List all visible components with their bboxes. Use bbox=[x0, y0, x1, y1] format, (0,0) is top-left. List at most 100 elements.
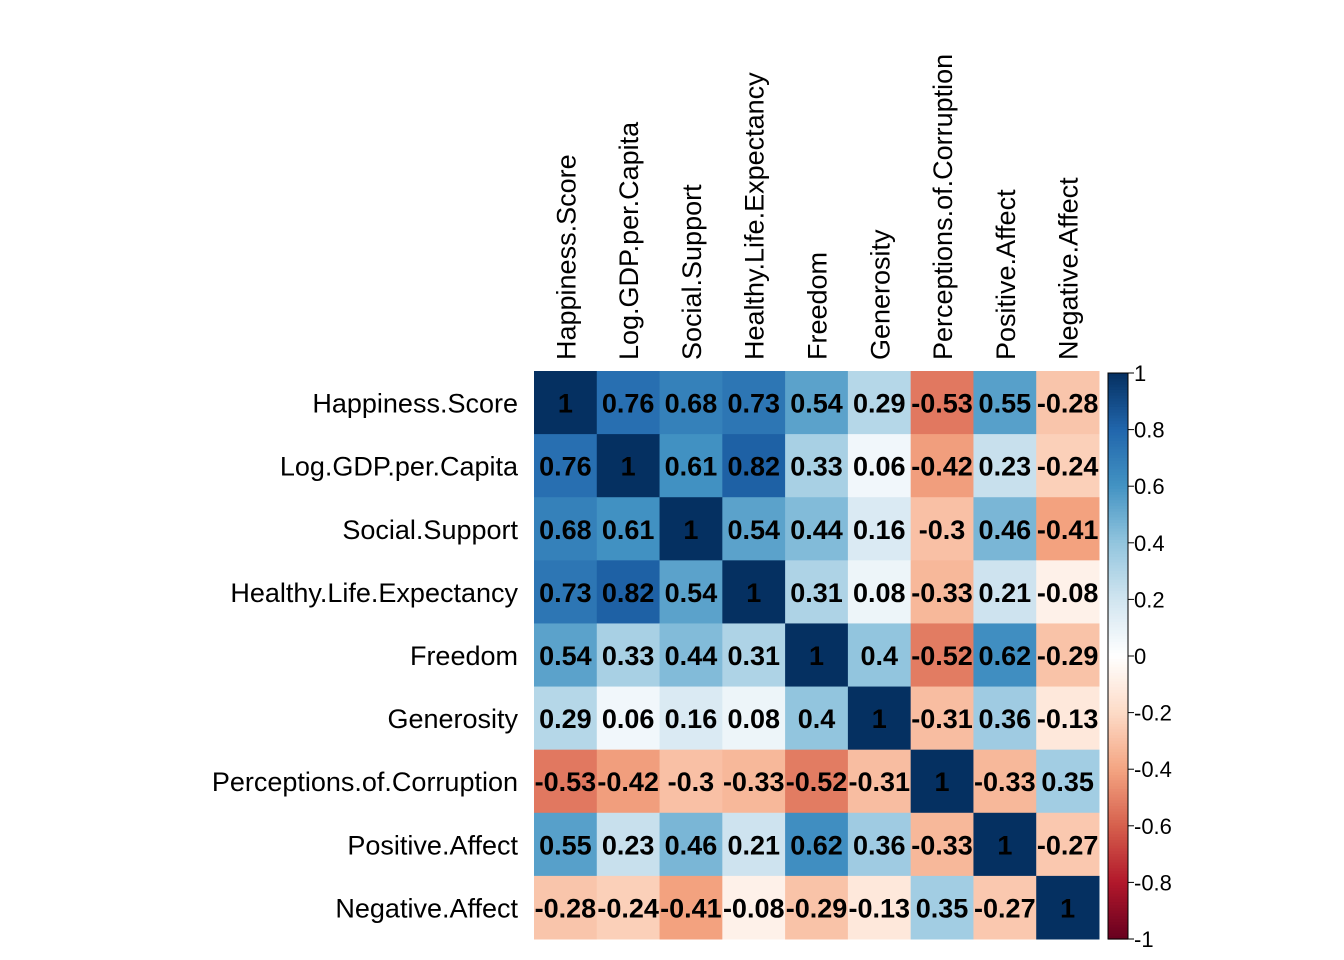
heatmap-cell bbox=[1036, 560, 1100, 624]
cell-value-label: 0.08 bbox=[853, 578, 906, 608]
heatmap-cell bbox=[1036, 686, 1100, 751]
cell-value-label: 0.76 bbox=[539, 452, 592, 482]
cell-value-label: -0.53 bbox=[911, 389, 973, 419]
legend-color-step bbox=[1108, 457, 1128, 462]
legend-color-step bbox=[1108, 848, 1128, 852]
cell-value-label: 0.62 bbox=[790, 830, 843, 860]
legend-color-step bbox=[1108, 421, 1128, 425]
cell-value-label: 1 bbox=[872, 704, 887, 734]
legend-color-step bbox=[1108, 746, 1128, 750]
legend-color-step bbox=[1108, 384, 1128, 388]
cell-value-label: 0.68 bbox=[539, 515, 592, 545]
cell-value-label: 0.54 bbox=[790, 389, 843, 419]
heatmap-cell bbox=[910, 497, 974, 561]
cell-value-label: -0.41 bbox=[660, 893, 722, 923]
legend-color-step bbox=[1108, 664, 1128, 668]
heatmap-cell bbox=[659, 686, 723, 751]
legend-color-step bbox=[1108, 704, 1128, 708]
legend-color-step bbox=[1108, 389, 1128, 394]
legend-color-step bbox=[1108, 763, 1128, 767]
legend-tick-label: 0.2 bbox=[1134, 587, 1165, 612]
legend-color-step bbox=[1108, 862, 1128, 867]
row-label: Positive.Affect bbox=[347, 830, 518, 860]
legend-color-step bbox=[1108, 508, 1128, 513]
cell-value-label: -0.13 bbox=[1037, 704, 1099, 734]
legend-color-step bbox=[1108, 933, 1128, 937]
cell-value-label: -0.42 bbox=[911, 452, 973, 482]
legend-tick-label: 1 bbox=[1134, 361, 1146, 386]
legend-color-step bbox=[1108, 517, 1128, 521]
legend-color-step bbox=[1108, 706, 1128, 711]
legend-color-step bbox=[1108, 539, 1128, 544]
cell-value-label: -0.31 bbox=[849, 767, 911, 797]
heatmap-cell bbox=[1036, 434, 1100, 498]
legend-color-step bbox=[1108, 647, 1128, 651]
cell-value-label: -0.24 bbox=[1037, 452, 1099, 482]
legend-color-step bbox=[1108, 899, 1128, 903]
row-labels: Happiness.Score Log.GDP.per.Capita Social.… bbox=[212, 389, 519, 924]
row-label: Freedom bbox=[410, 641, 518, 671]
legend-color-step bbox=[1108, 565, 1128, 569]
cell-value-label: 0.82 bbox=[602, 578, 655, 608]
legend-color-step bbox=[1108, 520, 1128, 524]
legend-color-step bbox=[1108, 916, 1128, 920]
legend-tick-label: 0.6 bbox=[1134, 474, 1165, 499]
legend-color-step bbox=[1108, 466, 1128, 470]
cell-value-label: -0.27 bbox=[1037, 830, 1099, 860]
legend-color-step bbox=[1108, 800, 1128, 804]
legend-color-step bbox=[1108, 494, 1128, 499]
legend-color-step bbox=[1108, 885, 1128, 889]
column-label: Negative.Affect bbox=[1054, 177, 1084, 360]
legend-color-step bbox=[1108, 378, 1128, 383]
legend-color-step bbox=[1108, 794, 1128, 799]
legend-color-step bbox=[1108, 542, 1128, 547]
legend-color-step bbox=[1108, 817, 1128, 821]
legend-tick-label: -1 bbox=[1134, 927, 1154, 952]
legend-color-step bbox=[1108, 658, 1128, 663]
legend-color-step bbox=[1108, 678, 1128, 683]
heatmap-cell bbox=[534, 749, 598, 814]
heatmap-cell bbox=[973, 434, 1037, 498]
cell-value-label: 0.44 bbox=[665, 641, 718, 671]
heatmap-cell bbox=[1036, 812, 1100, 877]
legend-color-step bbox=[1108, 684, 1128, 688]
heatmap-cell bbox=[596, 875, 661, 940]
cell-value-label: 1 bbox=[997, 830, 1012, 860]
heatmap-cell bbox=[973, 623, 1037, 688]
legend-color-step bbox=[1108, 409, 1128, 414]
legend-color-step bbox=[1108, 548, 1128, 552]
row-label: Negative.Affect bbox=[335, 893, 518, 923]
legend-color-step bbox=[1108, 859, 1128, 864]
legend-color-step bbox=[1108, 729, 1128, 734]
cell-value-label: 1 bbox=[935, 767, 950, 797]
legend-color-step bbox=[1108, 803, 1128, 807]
heatmap-cell bbox=[785, 749, 849, 814]
legend-color-step bbox=[1108, 562, 1128, 567]
cell-value-label: 0.54 bbox=[665, 578, 718, 608]
row-label: Perceptions.of.Corruption bbox=[212, 767, 518, 797]
legend-color-step bbox=[1108, 689, 1128, 694]
legend-color-step bbox=[1108, 670, 1128, 674]
legend-color-step bbox=[1108, 854, 1128, 858]
legend-color-step bbox=[1108, 528, 1128, 533]
cell-value-label: 0.46 bbox=[665, 830, 718, 860]
legend-color-step bbox=[1108, 438, 1128, 442]
legend-color-step bbox=[1108, 780, 1128, 784]
heatmap-cell bbox=[596, 497, 661, 561]
row-label: Healthy.Life.Expectancy bbox=[230, 578, 518, 608]
cell-value-label: 0.54 bbox=[727, 515, 780, 545]
legend-color-step bbox=[1108, 525, 1128, 530]
legend-color-step bbox=[1108, 760, 1128, 765]
heatmap-cell bbox=[722, 623, 786, 688]
legend-color-step bbox=[1108, 822, 1128, 827]
legend-color-step bbox=[1108, 486, 1128, 490]
legend-color-step bbox=[1108, 769, 1128, 773]
heatmap-cell bbox=[785, 371, 849, 435]
cell-value-label: 0.29 bbox=[539, 704, 592, 734]
cell-value-label: -0.31 bbox=[911, 704, 973, 734]
legend-color-step bbox=[1108, 582, 1128, 586]
legend-color-step bbox=[1108, 766, 1128, 770]
legend-color-step bbox=[1108, 837, 1128, 841]
row-label: Happiness.Score bbox=[312, 389, 518, 419]
legend-color-step bbox=[1108, 556, 1128, 561]
